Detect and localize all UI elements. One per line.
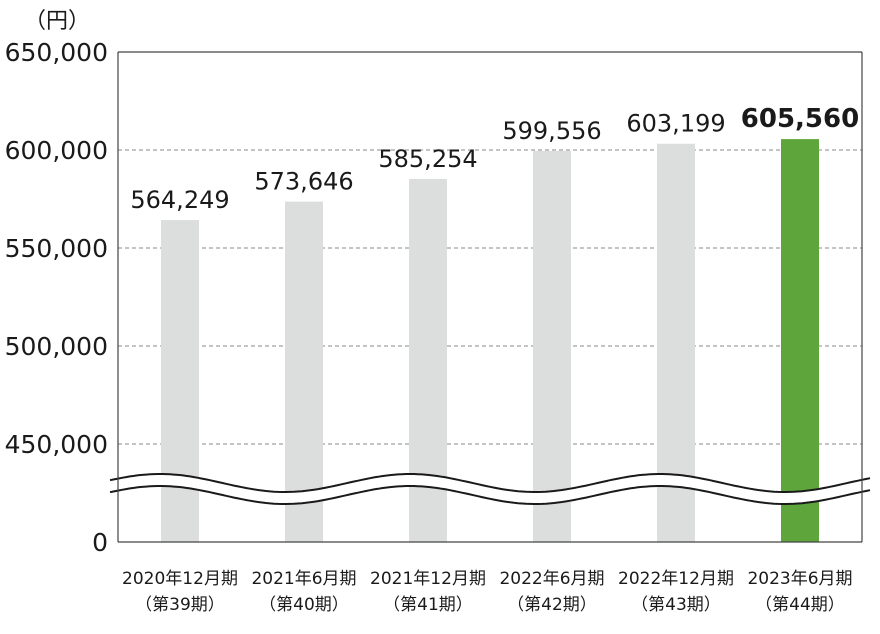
category-sublabel: （第41期） (383, 595, 473, 615)
category-label: 2021年12月期 (370, 569, 486, 589)
y-tick-label: 550,000 (5, 234, 108, 263)
value-label: 599,556 (502, 117, 601, 145)
category-label: 2022年6月期 (499, 569, 604, 589)
category-sublabel: （第39期） (135, 595, 225, 615)
y-tick-label: 500,000 (5, 332, 108, 361)
y-tick-label: 650,000 (5, 38, 108, 67)
y-tick-labels: 650,000 600,000 550,000 500,000 450,000 0 (5, 38, 108, 557)
category-sublabel: （第40期） (259, 595, 349, 615)
axis-break (109, 473, 872, 505)
category-label: 2021年6月期 (251, 569, 356, 589)
value-label: 573,646 (254, 168, 353, 196)
value-label: 605,560 (741, 104, 859, 134)
axis-break-line-bottom (109, 485, 871, 505)
bar (781, 139, 819, 542)
category-label: 2022年12月期 (618, 569, 734, 589)
grid-lines (118, 51, 862, 445)
bar (533, 150, 571, 542)
axes (117, 52, 863, 543)
axis-break-line-top (109, 473, 871, 493)
value-label: 564,249 (130, 186, 229, 214)
category-sublabel: （第43期） (631, 595, 721, 615)
category-sublabel: （第44期） (755, 595, 845, 615)
category-label: 2020年12月期 (122, 569, 238, 589)
y-tick-label: 0 (92, 528, 108, 557)
bar (161, 220, 199, 542)
value-label: 585,254 (378, 145, 477, 173)
bar (285, 201, 323, 542)
category-labels: 2020年12月期 （第39期） 2021年6月期 （第40期） 2021年12月期 （第… (122, 569, 853, 615)
value-labels: 564,249 573,646 585,254 599,556 603,199 605,5… (130, 104, 859, 214)
category-label: 2023年6月期 (747, 569, 852, 589)
axis-break-fill (110, 474, 872, 504)
y-tick-label: 600,000 (5, 136, 108, 165)
category-sublabel: （第42期） (507, 595, 597, 615)
y-tick-label: 450,000 (5, 430, 108, 459)
value-label: 603,199 (626, 110, 725, 138)
unit-label: （円） (24, 9, 90, 34)
